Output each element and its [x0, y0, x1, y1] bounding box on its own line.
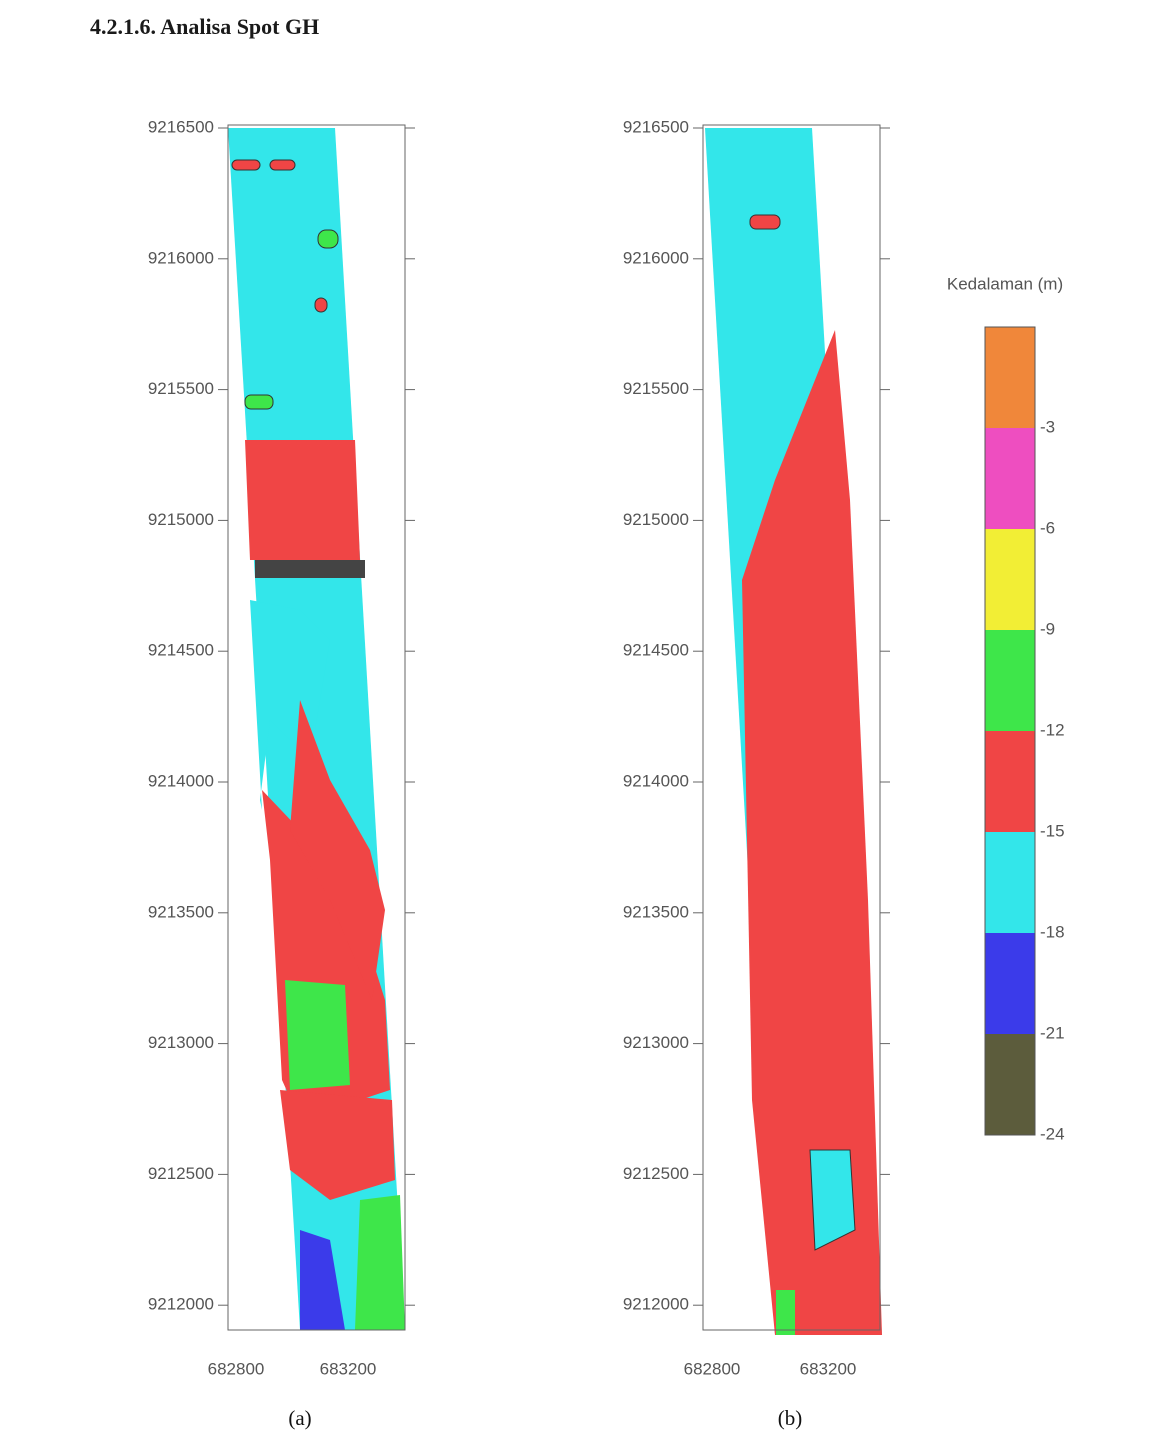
- y-tick-label: 9215000: [623, 510, 689, 529]
- legend-label: -6: [1040, 518, 1055, 537]
- legend-label: -9: [1040, 619, 1055, 638]
- y-tick-label: 9214000: [623, 771, 689, 790]
- legend-swatch: [985, 428, 1035, 529]
- y-tick-label: 9216500: [623, 117, 689, 136]
- y-tick-label: 9212000: [148, 1295, 214, 1314]
- document: 4.2.1.6. Analisa Spot GH Kedalaman (m): [0, 0, 1149, 1441]
- x-tick-label: 682800: [684, 1359, 741, 1378]
- y-tick-label: 9213500: [148, 902, 214, 921]
- legend-title: Kedalaman (m): [947, 274, 1063, 293]
- y-tick-label: 9213500: [623, 902, 689, 921]
- y-tick-label: 9216500: [148, 117, 214, 136]
- legend-swatch: [985, 933, 1035, 1034]
- legend-label: -12: [1040, 720, 1065, 739]
- legend-label: -15: [1040, 821, 1065, 840]
- y-tick-label: 9215500: [148, 379, 214, 398]
- y-tick-label: 9216000: [148, 248, 214, 267]
- y-tick-label: 9212000: [623, 1295, 689, 1314]
- y-tick-label: 9212500: [148, 1164, 214, 1183]
- legend-label: -21: [1040, 1023, 1065, 1042]
- legend-swatch: [985, 1034, 1035, 1135]
- y-tick-label: 9215000: [148, 510, 214, 529]
- y-tick-label: 9214500: [148, 641, 214, 660]
- y-tick-label: 9213000: [623, 1033, 689, 1052]
- x-tick-label: 683200: [320, 1359, 377, 1378]
- legend-swatch: [985, 731, 1035, 832]
- y-tick-label: 9213000: [148, 1033, 214, 1052]
- legend-swatch: [985, 327, 1035, 428]
- y-tick-label: 9212500: [623, 1164, 689, 1183]
- legend-label: -24: [1040, 1124, 1065, 1143]
- y-tick-label: 9216000: [623, 248, 689, 267]
- map-a: [228, 125, 405, 1330]
- legend-bar: [985, 327, 1035, 1135]
- page: 4.2.1.6. Analisa Spot GH Kedalaman (m): [0, 0, 1149, 1441]
- section-title: 4.2.1.6. Analisa Spot GH: [90, 14, 319, 39]
- y-tick-label: 9214000: [148, 771, 214, 790]
- legend-swatch: [985, 529, 1035, 630]
- y-tick-label: 9214500: [623, 641, 689, 660]
- legend-swatch: [985, 630, 1035, 731]
- x-tick-label: 683200: [800, 1359, 857, 1378]
- legend-label: -18: [1040, 922, 1065, 941]
- legend-swatch: [985, 832, 1035, 933]
- map-b: [703, 125, 882, 1335]
- legend-label: -3: [1040, 417, 1055, 436]
- figure-caption: (a): [288, 1406, 311, 1430]
- x-tick-label: 682800: [208, 1359, 265, 1378]
- figure-caption: (b): [778, 1406, 803, 1430]
- y-tick-label: 9215500: [623, 379, 689, 398]
